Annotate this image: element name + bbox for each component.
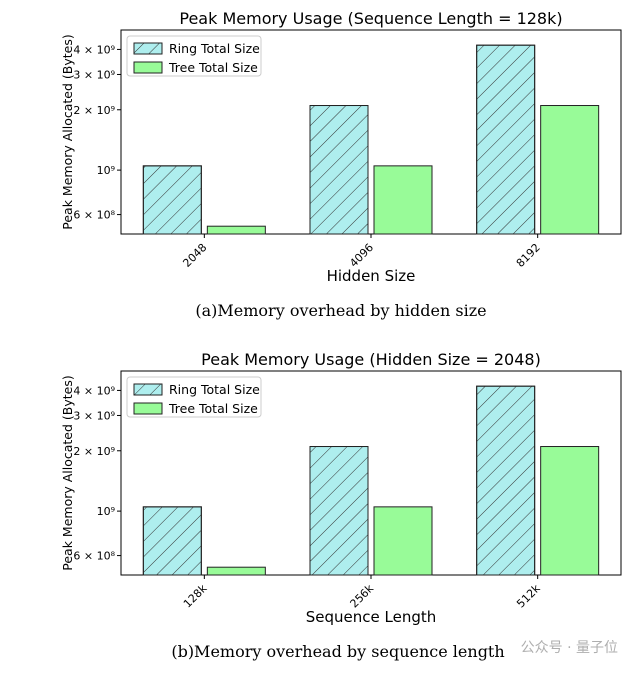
chart-title: Peak Memory Usage (Sequence Length = 128… xyxy=(179,9,562,28)
x-tick-label: 128k xyxy=(181,581,210,610)
y-tick-label: 2 × 10⁹ xyxy=(73,445,115,458)
legend-swatch-hatch xyxy=(133,42,163,55)
x-tick-label: 256k xyxy=(348,581,377,610)
legend-swatch xyxy=(133,402,163,415)
bar-hatch xyxy=(309,446,369,576)
bar-tree xyxy=(373,165,433,235)
x-tick-label: 512k xyxy=(514,581,543,610)
bar-tree xyxy=(540,105,600,235)
bar-hatch xyxy=(142,165,202,235)
legend-label: Tree Total Size xyxy=(168,401,258,416)
legend-swatch-hatch xyxy=(133,383,163,396)
y-tick-label: 10⁹ xyxy=(97,164,115,177)
legend-swatch xyxy=(133,61,163,74)
watermark: 公众号 · 量子位 xyxy=(521,640,618,656)
y-tick-label: 3 × 10⁹ xyxy=(73,68,115,81)
bar-hatch xyxy=(309,105,369,235)
bar-tree xyxy=(540,446,600,576)
plot-area: 6 × 10⁸ 10⁹ 2 × 10⁹ 3 × 10⁹ 4 × 10⁹ 128k 256k 5… xyxy=(73,370,622,610)
x-tick-label: 2048 xyxy=(180,241,209,270)
y-axis-label: Peak Memory Allocated (Bytes) xyxy=(60,375,75,570)
bar-hatch xyxy=(476,385,536,576)
legend-label: Ring Total Size xyxy=(169,41,260,56)
panel-a: Peak Memory Usage (Sequence Length = 128… xyxy=(60,9,622,320)
y-tick-label: 6 × 10⁸ xyxy=(73,209,115,222)
bar-hatch xyxy=(142,506,202,576)
caption: (b)Memory overhead by sequence length xyxy=(171,642,504,661)
y-tick-label: 4 × 10⁹ xyxy=(73,384,115,397)
legend-label: Ring Total Size xyxy=(169,382,260,397)
legend: Ring Total Size Tree Total Size xyxy=(126,376,262,418)
bar-hatch xyxy=(476,44,536,235)
chart-title: Peak Memory Usage (Hidden Size = 2048) xyxy=(201,350,541,369)
bar-tree xyxy=(206,566,266,576)
x-axis-label: Sequence Length xyxy=(306,608,437,626)
legend: Ring Total Size Tree Total Size xyxy=(126,35,262,77)
legend-label: Tree Total Size xyxy=(168,60,258,75)
y-tick-label: 4 × 10⁹ xyxy=(73,43,115,56)
bar-tree xyxy=(206,225,266,235)
y-axis-label: Peak Memory Allocated (Bytes) xyxy=(60,34,75,229)
x-tick-label: 4096 xyxy=(347,241,376,270)
y-tick-label: 3 × 10⁹ xyxy=(73,409,115,422)
plot-area: 6 × 10⁸ 10⁹ 2 × 10⁹ 3 × 10⁹ 4 × 10⁹ 2048 4096 8… xyxy=(73,29,622,270)
panel-b: Peak Memory Usage (Hidden Size = 2048) P… xyxy=(60,350,622,661)
y-tick-label: 10⁹ xyxy=(97,505,115,518)
caption: (a)Memory overhead by hidden size xyxy=(195,301,486,320)
bar-tree xyxy=(373,506,433,576)
x-axis-label: Hidden Size xyxy=(327,267,416,285)
y-tick-label: 6 × 10⁸ xyxy=(73,550,115,563)
x-tick-label: 8192 xyxy=(514,241,543,270)
y-tick-label: 2 × 10⁹ xyxy=(73,104,115,117)
